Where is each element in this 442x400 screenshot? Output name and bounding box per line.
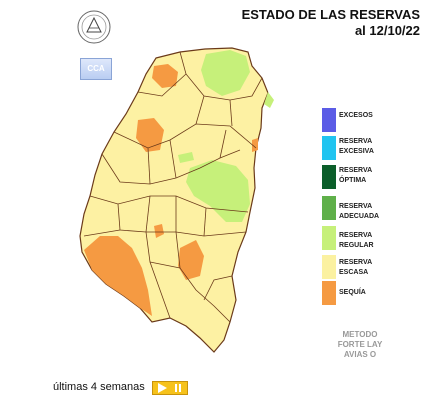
legend-label-reserva-regular: RESERVA REGULAR (339, 232, 374, 249)
title-line-2: al 12/10/22 (354, 23, 420, 38)
drought-center (154, 224, 164, 238)
play-icon[interactable] (158, 383, 167, 393)
legend-label-reserva-adecuada: RESERVA ADECUADA (339, 203, 380, 220)
legend-swatch-reserva-optima (322, 165, 336, 189)
cca-logo: CCA (80, 58, 112, 80)
legend-swatch-excesos (322, 108, 336, 132)
regular-reserve-north (201, 50, 250, 96)
university-seal-icon (77, 10, 111, 44)
legend-label-sequia: SEQUÍA (339, 289, 366, 296)
legend-swatch-reserva-regular (322, 226, 336, 250)
regular-reserve-center (178, 152, 194, 163)
drought-mid (178, 240, 204, 280)
regular-reserve-coast (264, 92, 274, 108)
legend-label-reserva-excesiva: RESERVA EXCESIVA (339, 138, 374, 155)
animation-controls[interactable] (152, 381, 188, 395)
legend-swatch-reserva-excesiva (322, 136, 336, 160)
drought-north (152, 64, 178, 88)
legend-label-excesos: EXCESOS (339, 112, 373, 119)
legend-label-reserva-optima: RESERVA ÓPTIMA (339, 167, 373, 184)
method-note: METODO FORTE LAY AVIAS O (337, 330, 383, 359)
map-title: ESTADO DE LAS RESERVAS al 12/10/22 (205, 7, 420, 39)
legend-swatch-reserva-adecuada (322, 196, 336, 220)
legend-label-reserva-escasa: RESERVA ESCASA (339, 259, 373, 276)
drought-west (136, 118, 164, 152)
title-line-1: ESTADO DE LAS RESERVAS (241, 7, 420, 22)
animation-label: últimas 4 semanas (53, 381, 145, 393)
drought-east-coast (252, 138, 258, 152)
pause-icon[interactable] (175, 384, 182, 392)
regular-reserve-east (186, 160, 250, 222)
legend-swatch-sequia (322, 281, 336, 305)
drought-southwest (84, 236, 152, 316)
legend-swatch-reserva-escasa (322, 255, 336, 279)
